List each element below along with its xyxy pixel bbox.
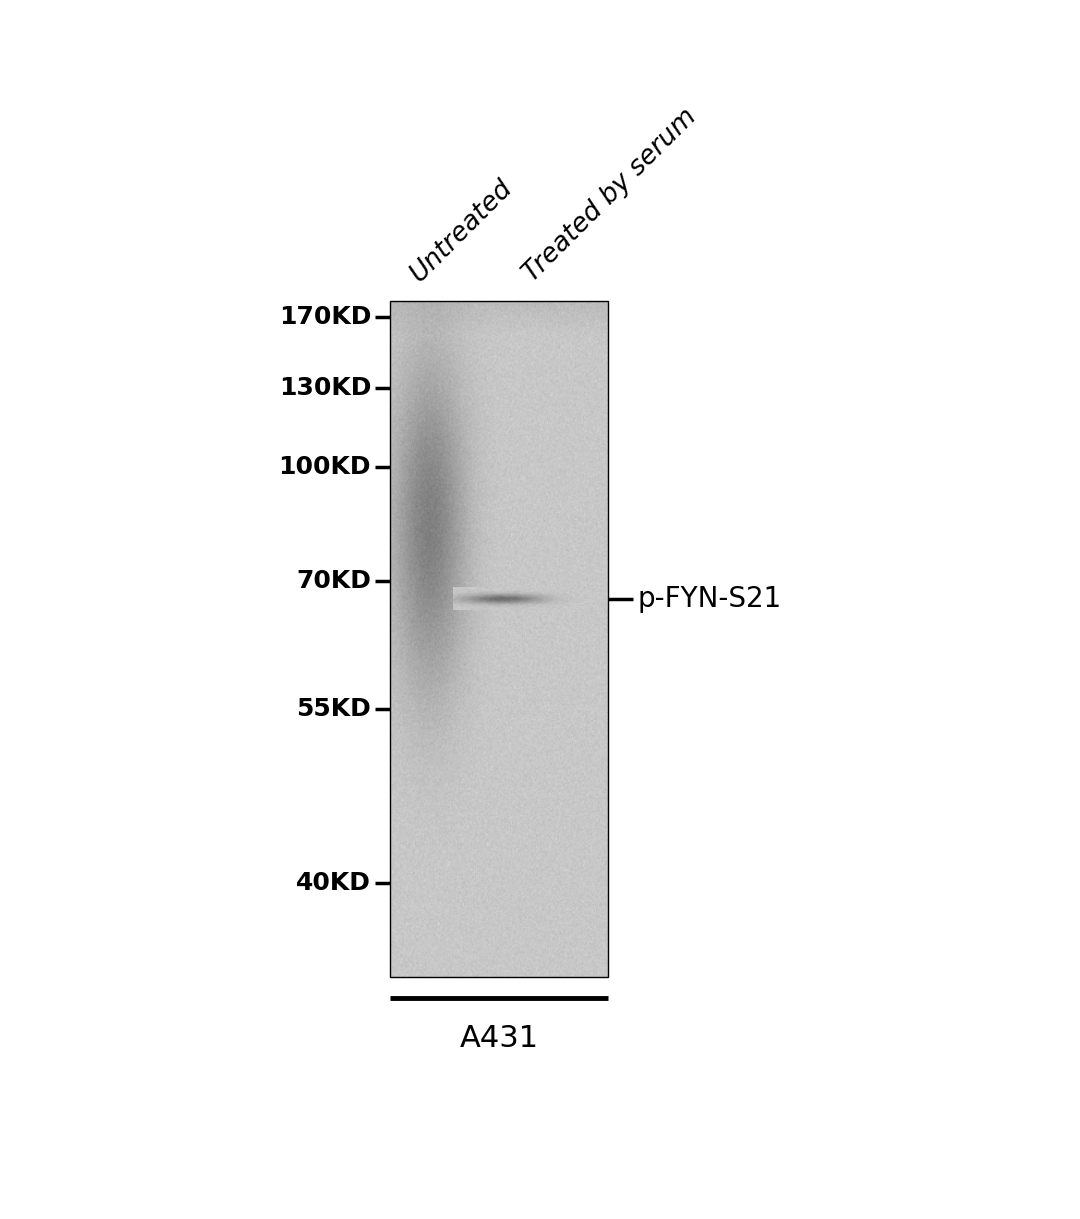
Text: 70KD: 70KD bbox=[296, 569, 372, 592]
Text: 100KD: 100KD bbox=[279, 455, 372, 479]
Text: 170KD: 170KD bbox=[279, 305, 372, 329]
Text: p-FYN-S21: p-FYN-S21 bbox=[637, 585, 782, 613]
Text: 130KD: 130KD bbox=[279, 377, 372, 401]
Text: 40KD: 40KD bbox=[296, 872, 372, 895]
Text: Untreated: Untreated bbox=[405, 174, 517, 286]
Text: 55KD: 55KD bbox=[296, 697, 372, 722]
Text: Treated by serum: Treated by serum bbox=[518, 104, 702, 286]
Bar bbox=[390, 301, 608, 976]
Text: A431: A431 bbox=[459, 1024, 539, 1053]
